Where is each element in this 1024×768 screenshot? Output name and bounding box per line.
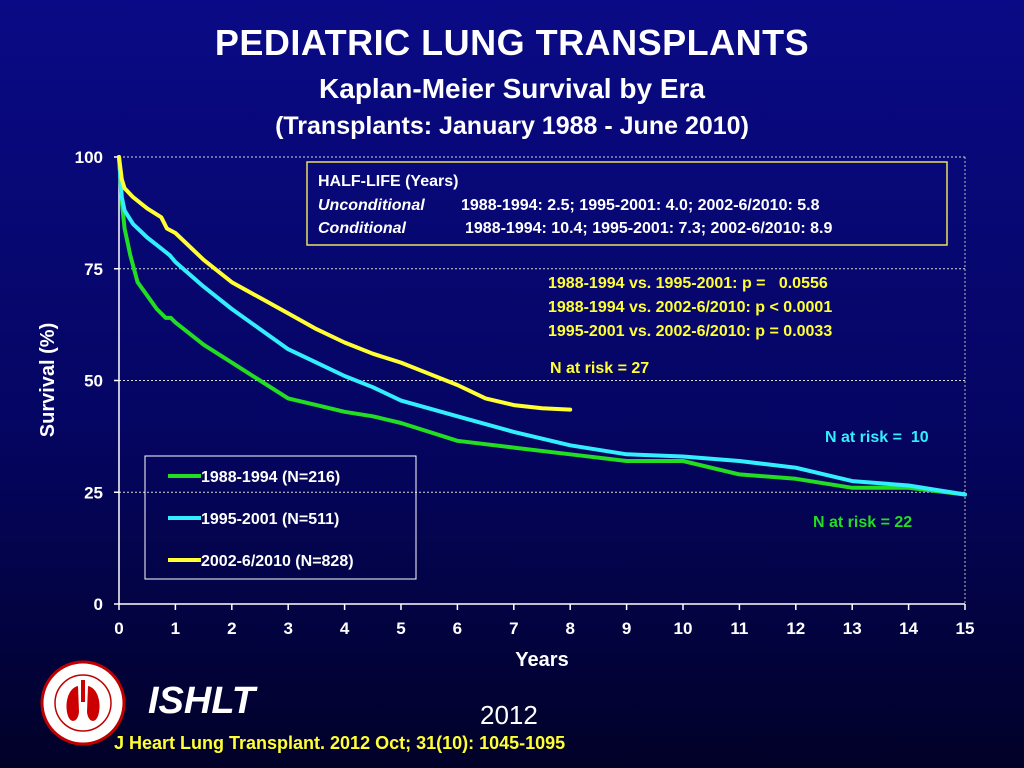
publication-year: 2012 (480, 700, 538, 730)
series-line-1 (117, 155, 967, 497)
halflife-unconditional-values: 1988-1994: 2.5; 1995-2001: 4.0; 2002-6/2… (461, 197, 820, 214)
pvalue-2: 1988-1994 vs. 2002-6/2010: p < 0.0001 (548, 299, 832, 316)
page-title: PEDIATRIC LUNG TRANSPLANTS (214, 22, 810, 63)
x-tick-label-12: 12 (786, 619, 805, 638)
x-tick-label-11: 11 (730, 619, 748, 638)
halflife-unconditional-label: Unconditional (318, 197, 425, 214)
legend-label-3: 2002-6/2010 (N=828) (201, 553, 354, 570)
halflife-title: HALF-LIFE (Years) (318, 173, 458, 190)
x-axis-label: Years (515, 649, 568, 671)
x-tick-label-5: 5 (396, 619, 405, 638)
citation: J Heart Lung Transplant. 2012 Oct; 31(10… (114, 733, 566, 753)
halflife-box (306, 161, 948, 246)
legend: 1988-1994 (N=216) 1995-2001 (N=511) 2002-6… (144, 455, 417, 580)
y-tick-label-25: 25 (84, 483, 103, 502)
page-subtitle-date-range: (Transplants: January 1988 - June 2010) (275, 112, 749, 140)
pvalue-3: 1995-2001 vs. 2002-6/2010: p = 0.0033 (548, 323, 832, 340)
x-tick-label-10: 10 (674, 619, 693, 638)
series-line-2 (117, 155, 967, 497)
x-tick-label-4: 4 (340, 619, 350, 638)
x-tick-label-8: 8 (565, 619, 574, 638)
y-tick-label-50: 50 (84, 372, 103, 391)
x-tick-label-0: 0 (114, 619, 123, 638)
x-tick-label-2: 2 (227, 619, 236, 638)
x-tick-label-13: 13 (843, 619, 862, 638)
halflife-conditional-values: 1988-1994: 10.4; 1995-2001: 7.3; 2002-6/… (465, 220, 832, 237)
legend-box (144, 455, 417, 580)
x-tick-label-6: 6 (453, 619, 462, 638)
x-tick-label-9: 9 (622, 619, 631, 638)
series-line-3 (117, 155, 573, 412)
ishlt-label: ISHLT (148, 680, 255, 722)
y-tick-label-100: 100 (75, 148, 103, 167)
annotations: HALF-LIFE (Years) Unconditional 1988-199… (306, 161, 948, 531)
y-tick-label-75: 75 (84, 260, 103, 279)
legend-label-1: 1988-1994 (N=216) (201, 469, 340, 486)
x-tick-label-3: 3 (283, 619, 292, 638)
x-tick-label-1: 1 (171, 619, 180, 638)
n-at-risk-green: N at risk = 22 (813, 514, 912, 531)
pvalue-1: 1988-1994 vs. 1995-2001: p = 0.0556 (548, 275, 828, 292)
halflife-conditional-label: Conditional (318, 220, 407, 237)
series-lines (117, 155, 967, 497)
page-subtitle: Kaplan-Meier Survival by Era (319, 73, 705, 104)
x-tick-label-15: 15 (956, 619, 975, 638)
y-axis-label: Survival (%) (37, 323, 59, 437)
legend-label-2: 1995-2001 (N=511) (201, 511, 339, 528)
n-at-risk-yellow: N at risk = 27 (550, 360, 649, 377)
ishlt-logo (40, 660, 126, 746)
n-at-risk-cyan: N at risk = 10 (825, 429, 929, 446)
y-tick-label-0: 0 (94, 595, 103, 614)
x-tick-label-14: 14 (899, 619, 918, 638)
x-tick-label-7: 7 (509, 619, 518, 638)
